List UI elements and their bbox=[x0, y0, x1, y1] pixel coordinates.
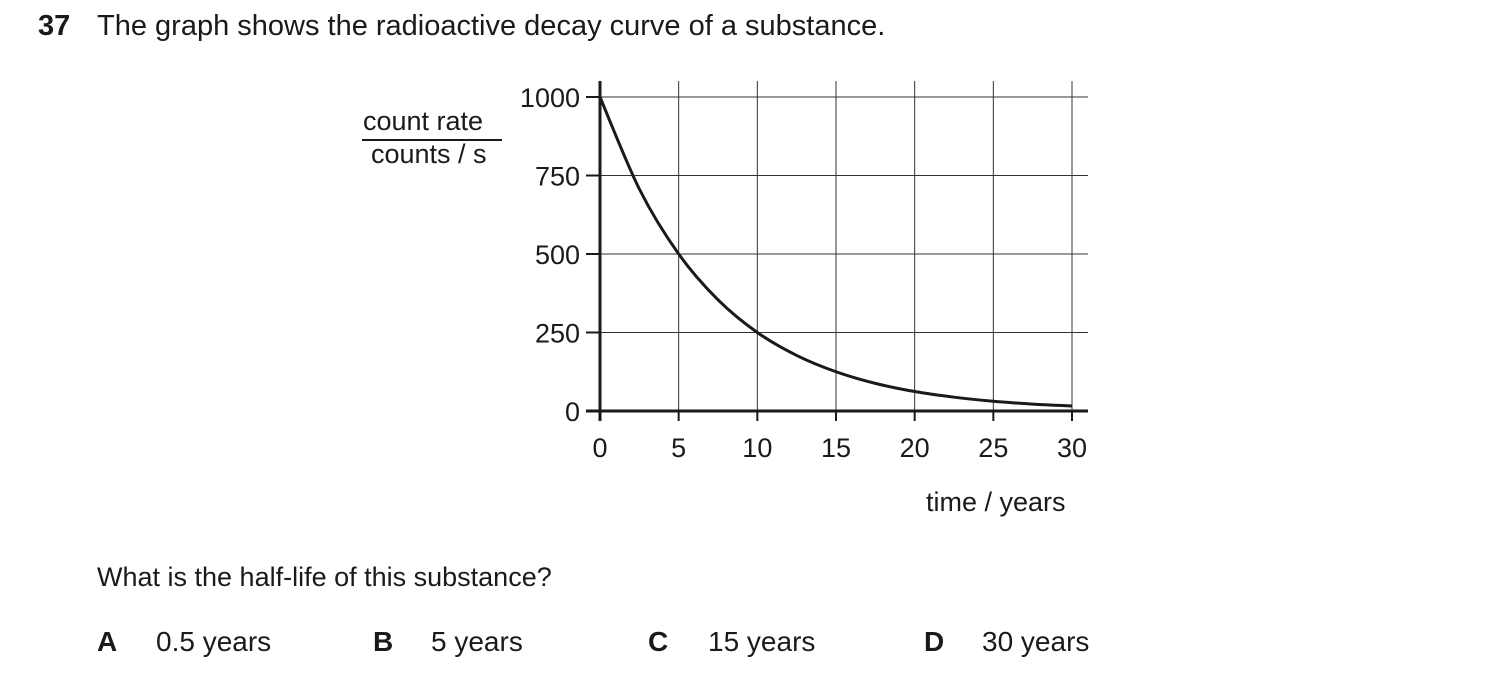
x-tick-label: 30 bbox=[1057, 433, 1087, 463]
question-number: 37 bbox=[38, 10, 71, 42]
x-tick-label: 10 bbox=[742, 433, 772, 463]
axes bbox=[586, 81, 1088, 421]
y-tick-label: 500 bbox=[535, 240, 580, 270]
option-d-letter: D bbox=[924, 626, 945, 657]
option-b-text: 5 years bbox=[431, 626, 523, 657]
ticks bbox=[586, 96, 1073, 421]
y-axis-label-bottom: counts / s bbox=[371, 139, 487, 169]
y-tick-label: 1000 bbox=[520, 83, 580, 113]
x-tick-label: 5 bbox=[671, 433, 686, 463]
decay-curve bbox=[598, 96, 1073, 408]
option-a-letter: A bbox=[97, 626, 118, 657]
x-tick-label: 20 bbox=[900, 433, 930, 463]
x-axis-label: time / years bbox=[926, 487, 1066, 517]
y-axis-label-fraction-line bbox=[362, 139, 502, 141]
option-c-letter: C bbox=[648, 626, 669, 657]
y-tick-label: 0 bbox=[565, 397, 580, 427]
x-tick-label: 0 bbox=[592, 433, 607, 463]
option-c-text: 15 years bbox=[708, 626, 816, 657]
y-axis-label-top: count rate bbox=[363, 106, 484, 136]
x-tick-label: 25 bbox=[978, 433, 1008, 463]
series bbox=[598, 96, 1073, 408]
option-a-text: 0.5 years bbox=[156, 626, 272, 657]
y-tick-label: 250 bbox=[535, 319, 580, 349]
grid bbox=[600, 81, 1088, 411]
tick-labels: 0 250 500 750 1000 0 5 10 15 20 25 30 bbox=[520, 83, 1087, 463]
question-prompt: What is the half-life of this substance? bbox=[97, 562, 552, 592]
option-d-text: 30 years bbox=[982, 626, 1090, 657]
x-tick-label: 15 bbox=[821, 433, 851, 463]
option-b-letter: B bbox=[373, 626, 394, 657]
question-text: The graph shows the radioactive decay cu… bbox=[97, 10, 886, 42]
y-tick-label: 750 bbox=[535, 162, 580, 192]
